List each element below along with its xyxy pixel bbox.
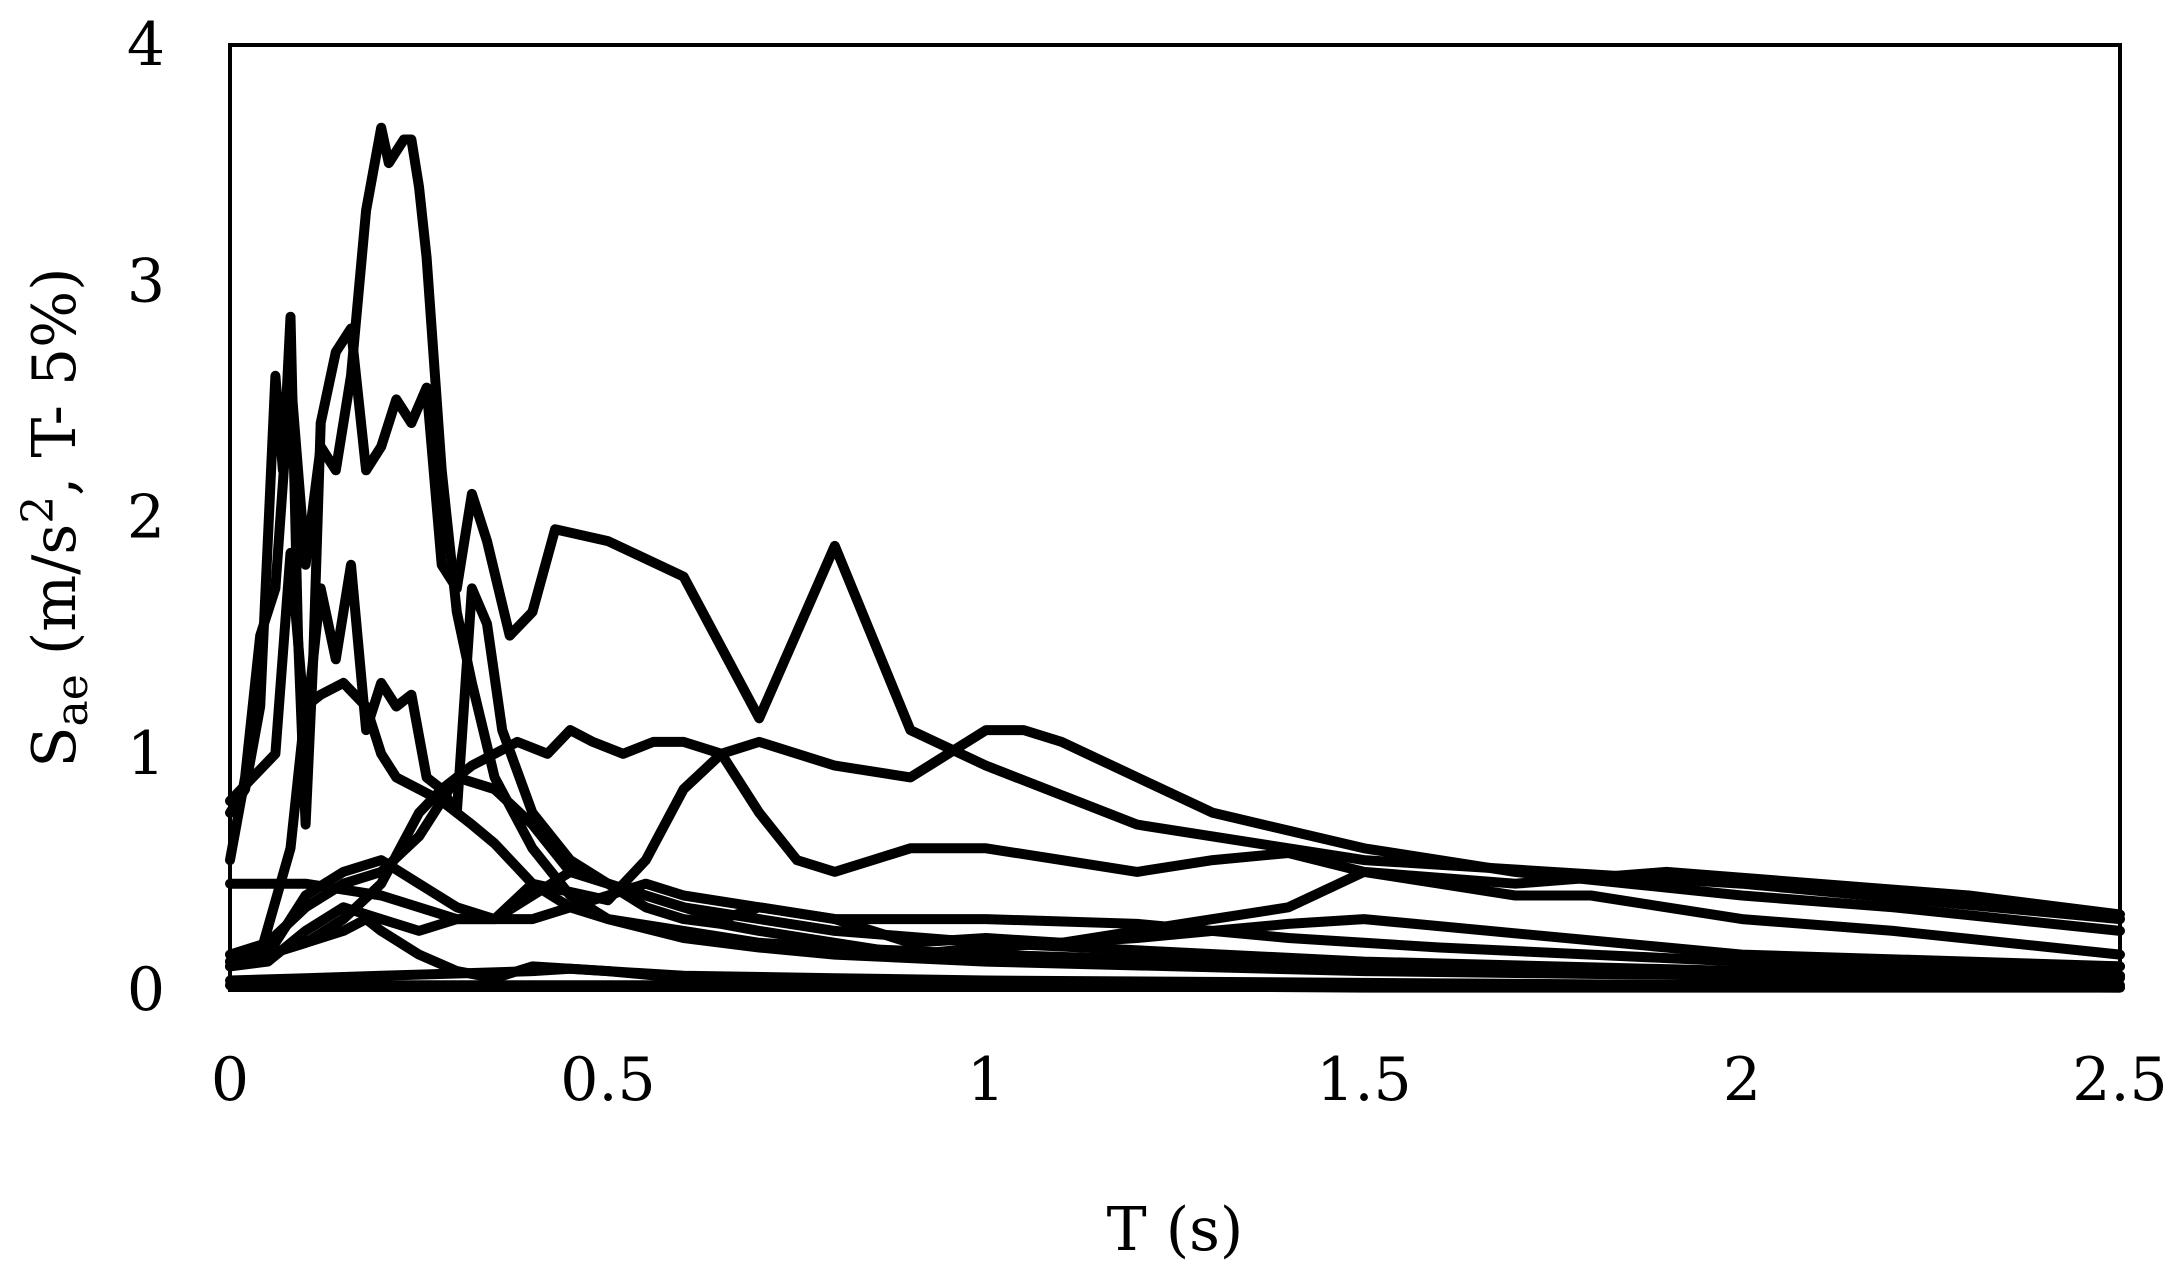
y-tick-label: 1 — [127, 719, 165, 789]
x-tick-label: 1.5 — [1316, 1045, 1411, 1115]
y-tick-label: 0 — [127, 955, 165, 1025]
spectrum-line-7 — [225, 772, 2125, 960]
plot-area-frame — [228, 43, 2122, 992]
y-axis-title-end: , T- 5%) — [20, 267, 90, 495]
y-axis-title-superscript: 2 — [13, 496, 64, 524]
y-tick-label: 3 — [127, 246, 165, 316]
x-tick-label: 0.5 — [560, 1045, 655, 1115]
y-axis-title-main: S — [20, 726, 90, 767]
spectrum-line-5 — [225, 725, 2125, 972]
x-tick-label: 2 — [1723, 1045, 1761, 1115]
x-tick-label: 1 — [967, 1045, 1005, 1115]
spectrum-line-2 — [225, 311, 2125, 925]
y-tick-label: 2 — [127, 483, 165, 553]
y-axis-title-middle: (m/s — [20, 524, 90, 674]
y-axis-tick-labels: 0 1 2 3 4 — [127, 10, 165, 1025]
spectrum-line-12 — [225, 980, 2125, 993]
x-tick-label: 0 — [211, 1045, 249, 1115]
y-axis-title: Sae (m/s2, T- 5%) — [13, 267, 98, 767]
y-axis-title-subscript: ae — [47, 674, 98, 726]
spectrum-line-8 — [225, 855, 2125, 972]
x-axis-title: T (s) — [1107, 1195, 1244, 1265]
y-tick-label: 4 — [127, 10, 165, 80]
spectrum-line-9 — [225, 866, 2125, 972]
series-layer — [225, 122, 2125, 993]
x-tick-label: 2.5 — [2072, 1045, 2166, 1115]
spectrum-line-4 — [225, 583, 2125, 981]
x-axis-tick-labels: 0 0.5 1 1.5 2 2.5 — [211, 1045, 2166, 1115]
